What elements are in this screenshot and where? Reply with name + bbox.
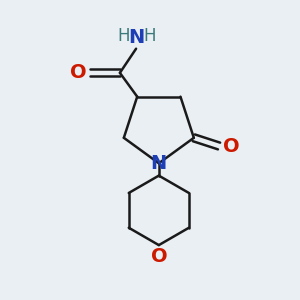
Text: O: O	[151, 248, 167, 266]
Text: N: N	[128, 28, 144, 47]
Text: H: H	[143, 27, 156, 45]
Text: N: N	[151, 154, 167, 173]
Text: O: O	[70, 63, 87, 82]
Text: H: H	[118, 27, 130, 45]
Text: O: O	[223, 136, 239, 155]
